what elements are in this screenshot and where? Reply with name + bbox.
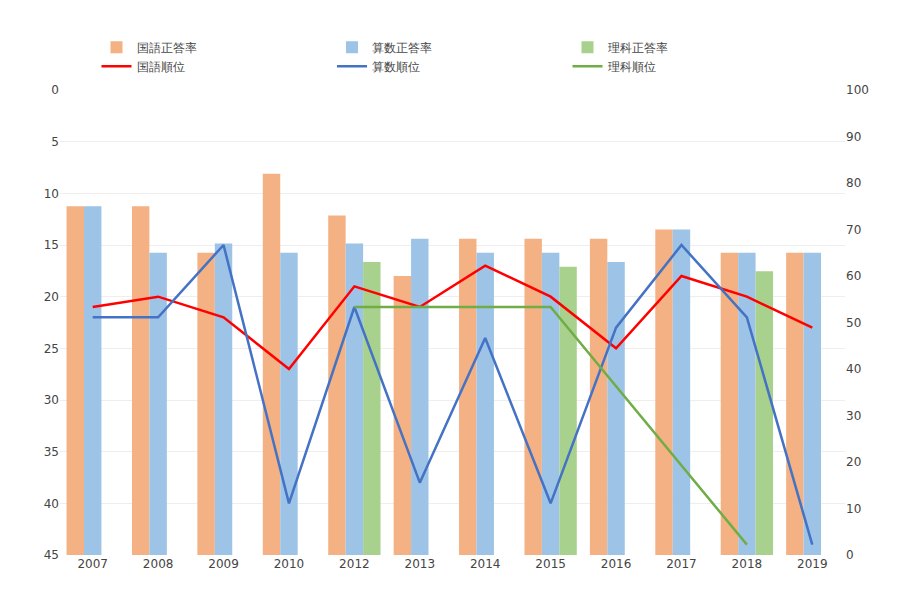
svg-text:25: 25 bbox=[44, 342, 59, 356]
svg-text:2019: 2019 bbox=[797, 557, 828, 571]
svg-text:理科順位: 理科順位 bbox=[608, 60, 656, 74]
svg-text:2007: 2007 bbox=[77, 557, 108, 571]
svg-text:2009: 2009 bbox=[208, 557, 239, 571]
svg-text:0: 0 bbox=[846, 548, 854, 562]
svg-text:2013: 2013 bbox=[405, 557, 436, 571]
svg-text:90: 90 bbox=[846, 130, 861, 144]
svg-text:算数順位: 算数順位 bbox=[372, 60, 420, 74]
svg-text:国語正答率: 国語正答率 bbox=[137, 41, 197, 55]
svg-text:国語順位: 国語順位 bbox=[137, 60, 185, 74]
svg-text:5: 5 bbox=[51, 135, 59, 149]
svg-text:20: 20 bbox=[44, 290, 59, 304]
svg-text:2016: 2016 bbox=[601, 557, 632, 571]
svg-text:40: 40 bbox=[846, 362, 861, 376]
svg-text:50: 50 bbox=[846, 316, 861, 330]
svg-text:20: 20 bbox=[846, 455, 861, 469]
svg-text:10: 10 bbox=[44, 187, 59, 201]
svg-text:35: 35 bbox=[44, 445, 59, 459]
svg-text:2008: 2008 bbox=[143, 557, 174, 571]
svg-text:30: 30 bbox=[44, 393, 59, 407]
svg-text:100: 100 bbox=[846, 83, 869, 97]
svg-text:理科正答率: 理科正答率 bbox=[608, 41, 668, 55]
svg-text:2015: 2015 bbox=[535, 557, 566, 571]
svg-text:算数正答率: 算数正答率 bbox=[372, 41, 432, 55]
svg-text:60: 60 bbox=[846, 269, 861, 283]
svg-text:30: 30 bbox=[846, 409, 861, 423]
svg-text:45: 45 bbox=[44, 548, 59, 562]
svg-text:2018: 2018 bbox=[732, 557, 763, 571]
svg-text:2012: 2012 bbox=[339, 557, 370, 571]
svg-text:2017: 2017 bbox=[666, 557, 697, 571]
svg-text:70: 70 bbox=[846, 223, 861, 237]
svg-text:10: 10 bbox=[846, 502, 861, 516]
svg-text:80: 80 bbox=[846, 176, 861, 190]
svg-text:0: 0 bbox=[51, 83, 59, 97]
svg-text:15: 15 bbox=[44, 238, 59, 252]
svg-text:2014: 2014 bbox=[470, 557, 501, 571]
svg-text:40: 40 bbox=[44, 497, 59, 511]
svg-text:2010: 2010 bbox=[274, 557, 305, 571]
